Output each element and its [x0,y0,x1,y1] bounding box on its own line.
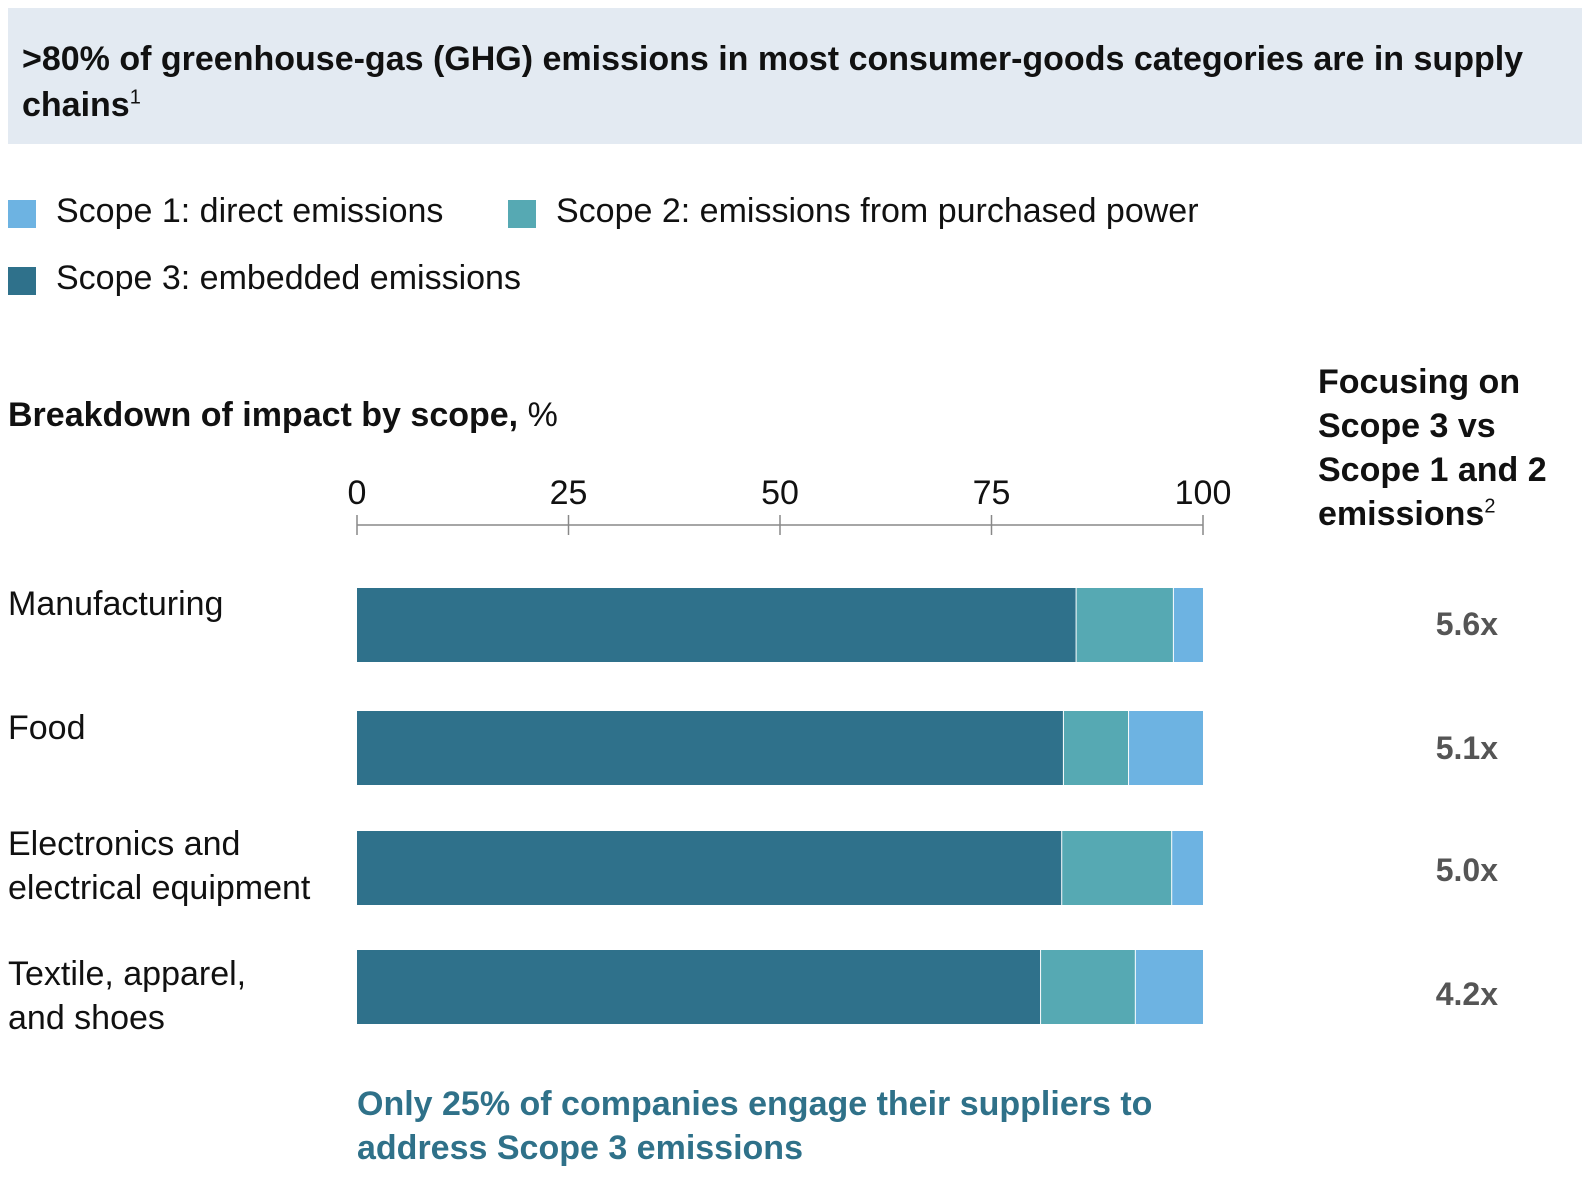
x-axis-tick-label-25: 25 [550,474,588,512]
side-heading-footnote-marker: 2 [1484,495,1496,518]
bar-segment-2-series-1 [357,711,1064,785]
bar-segment-3-series-2 [1061,831,1172,905]
chart-title: >80% of greenhouse-gas (GHG) emissions i… [22,36,1562,128]
chart-subtitle-unit: % [527,396,558,434]
legend-label-scope-2: Scope 2: emissions from purchased power [556,192,1199,230]
legend-label-scope-1: Scope 1: direct emissions [56,192,444,230]
category-label-manufacturing: Manufacturing [8,585,224,623]
callout-text: Only 25% of companies engage their suppl… [357,1085,1153,1167]
header-banner: >80% of greenhouse-gas (GHG) emissions i… [8,8,1582,144]
category-label-food: Food [8,709,86,747]
bar-segment-2-series-2 [1063,711,1129,785]
bar-segment-1-series-2 [1076,588,1174,662]
bar-segment-1-series-1 [357,588,1077,662]
x-axis-tick-label-100: 100 [1175,474,1232,512]
x-axis-tick-label-50: 50 [761,474,799,512]
bar-segment-4-series-3 [1135,950,1203,1024]
ratio-value-manufacturing: 5.6x [1435,606,1498,642]
bar-segment-2-series-3 [1128,711,1203,785]
ratio-value-textile: 4.2x [1435,976,1498,1012]
bar-segment-4-series-2 [1040,950,1136,1024]
legend-swatch-scope-1 [8,200,36,228]
x-axis-tick-label-75: 75 [973,474,1011,512]
category-label-electronics: Electronics and electrical equipment [8,825,311,907]
category-label-textile: Textile, apparel, and shoes [8,955,247,1037]
side-column-heading: Focusing on Scope 3 vs Scope 1 and 2 emi… [1318,360,1588,536]
ratio-value-food: 5.1x [1435,730,1498,766]
bar-segment-1-series-3 [1173,588,1203,662]
chart-subtitle-text: Breakdown of impact by scope, [8,396,519,434]
legend-swatch-scope-2 [508,200,536,228]
x-axis-tick-label-0: 0 [348,474,367,512]
chart-title-text: >80% of greenhouse-gas (GHG) emissions i… [22,40,1524,124]
legend-swatch-scope-3 [8,267,36,295]
chart-subtitle: Breakdown of impact by scope, % [8,396,558,435]
bar-segment-3-series-1 [357,831,1062,905]
bar-segment-3-series-3 [1171,831,1203,905]
title-footnote-marker: 1 [129,86,141,109]
side-column-heading-text: Focusing on Scope 3 vs Scope 1 and 2 emi… [1318,363,1547,533]
ratio-value-electronics: 5.0x [1435,852,1498,888]
legend-label-scope-3: Scope 3: embedded emissions [56,259,521,297]
bar-segment-4-series-1 [357,950,1041,1024]
